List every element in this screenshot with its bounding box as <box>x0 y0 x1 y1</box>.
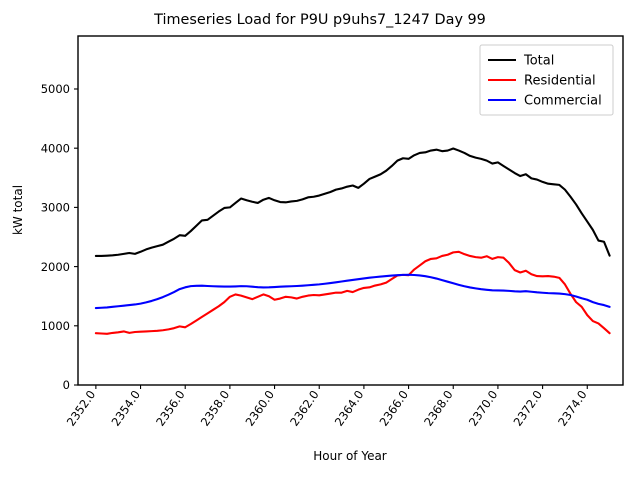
axes-frame <box>77 35 624 386</box>
chart-title: Timeseries Load for P9U p9uhs7_1247 Day … <box>153 12 486 28</box>
data-line-total <box>94 147 611 257</box>
chart-legend[interactable]: Total Residential Commercial <box>479 44 614 116</box>
y-axis-label: kW total <box>11 185 25 235</box>
data-line-residential <box>94 250 611 335</box>
y-axis-ticks: 0 1000 2000 3000 4000 5000 <box>41 82 78 392</box>
legend-background <box>479 44 614 116</box>
legend-label-residential[interactable]: Residential <box>524 74 596 89</box>
y-tick-label: 1000 <box>41 319 70 333</box>
x-axis-label: Hour of Year <box>313 449 387 463</box>
data-line-commercial <box>94 273 611 310</box>
y-tick-label: 4000 <box>41 141 70 155</box>
y-tick-label: 0 <box>63 378 70 392</box>
data-lines <box>94 147 611 335</box>
y-tick-label: 2000 <box>41 260 70 274</box>
legend-label-commercial[interactable]: Commercial <box>524 94 602 109</box>
legend-label-total[interactable]: Total <box>523 54 554 69</box>
y-tick-label: 3000 <box>41 201 70 215</box>
y-tick-label: 5000 <box>41 82 70 96</box>
